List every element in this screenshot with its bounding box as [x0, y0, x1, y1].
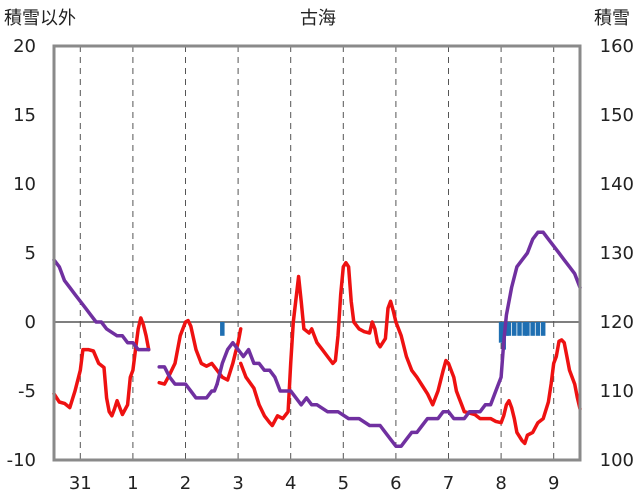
right-tick-label: 150	[600, 105, 634, 126]
right-axis-label: 積雪	[594, 8, 630, 29]
right-tick-label: 160	[600, 36, 634, 57]
x-tick-label: 3	[232, 473, 243, 494]
series-line-2	[52, 258, 151, 352]
snow-bar	[540, 322, 546, 336]
snow-bar	[525, 322, 530, 336]
x-tick-label: 6	[390, 473, 401, 494]
plot-frame	[52, 44, 582, 462]
x-tick-label: 8	[495, 473, 506, 494]
tick-labels: 20 15 10 5 0 -5 -10 160 150 140 130 120 110 100 31 1 2 3 4…	[7, 36, 634, 494]
right-tick-label: 120	[600, 312, 634, 333]
snow-bar	[535, 322, 541, 336]
snow-bar	[530, 322, 535, 336]
right-tick-label: 100	[600, 450, 634, 471]
left-tick-label: 0	[25, 312, 36, 333]
x-tick-label: 5	[338, 473, 349, 494]
snow-bar	[512, 322, 517, 336]
snow-bar	[498, 322, 504, 343]
snow-bar	[522, 322, 528, 336]
x-tick-label: 9	[548, 473, 559, 494]
right-tick-label: 140	[600, 174, 634, 195]
series-line-1	[52, 316, 151, 418]
left-tick-label: -10	[7, 450, 36, 471]
snow-bar	[517, 322, 522, 336]
left-tick-label: -5	[18, 381, 36, 402]
snow-bar	[506, 322, 512, 336]
left-tick-label: 20	[13, 36, 36, 57]
x-tick-label: 1	[127, 473, 138, 494]
series-lines	[52, 230, 582, 448]
x-tick-label: 7	[443, 473, 454, 494]
right-tick-label: 110	[600, 381, 634, 402]
snow-bar	[220, 322, 225, 336]
x-tick-label: 2	[180, 473, 191, 494]
grid	[54, 46, 580, 460]
right-tick-label: 130	[600, 243, 634, 264]
chart-title: 古海	[300, 8, 336, 29]
x-tick-label: 31	[69, 473, 92, 494]
series-line-1	[157, 318, 243, 386]
series-line-2	[215, 230, 582, 448]
series-line-2	[157, 365, 219, 400]
left-tick-label: 10	[13, 174, 36, 195]
series-line-1	[238, 260, 582, 446]
left-tick-label: 5	[25, 243, 36, 264]
left-axis-label: 積雪以外	[4, 8, 76, 29]
left-tick-label: 15	[13, 105, 36, 126]
x-tick-label: 4	[285, 473, 296, 494]
